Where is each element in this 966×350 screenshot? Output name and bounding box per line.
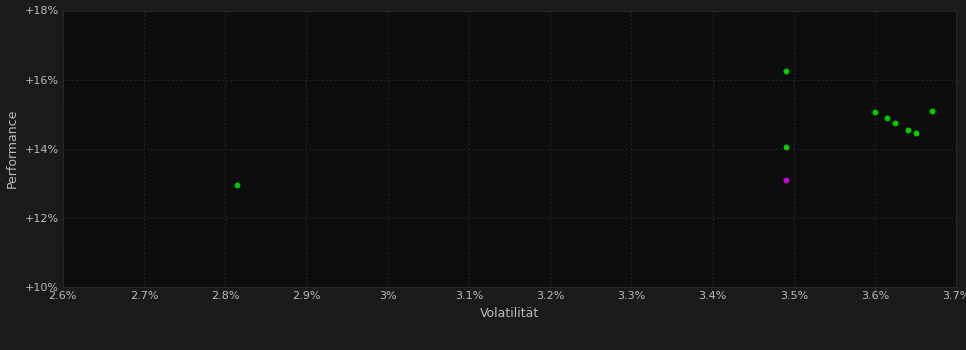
Y-axis label: Performance: Performance xyxy=(6,109,19,188)
Point xyxy=(924,108,940,113)
X-axis label: Volatilität: Volatilität xyxy=(480,307,539,320)
Point xyxy=(888,120,903,126)
Point xyxy=(900,127,916,133)
Point xyxy=(908,131,923,136)
Point xyxy=(778,68,793,74)
Point xyxy=(778,144,793,150)
Point xyxy=(880,115,895,120)
Point xyxy=(230,182,245,188)
Point xyxy=(867,110,883,115)
Point xyxy=(778,177,793,183)
